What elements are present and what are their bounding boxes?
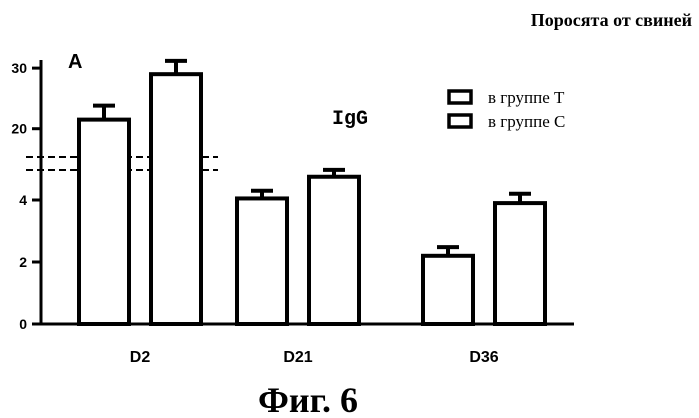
legend-label: в группе Т — [488, 88, 565, 107]
legend-label: в группе С — [488, 112, 565, 131]
chart-bars — [79, 61, 545, 324]
figure-caption: Фиг. 6 — [258, 380, 358, 418]
y-tick-label: 2 — [19, 254, 27, 270]
y-tick-label: 4 — [19, 192, 27, 208]
bar-group-t-d21 — [237, 198, 287, 324]
panel-label: A — [68, 51, 82, 73]
x-tick-labels: D2 D21 D36 — [130, 349, 499, 366]
bar-group-c-d21 — [309, 177, 359, 324]
bar-group-c-d2 — [151, 74, 201, 324]
legend-swatch — [449, 115, 471, 127]
y-tick-label: 20 — [11, 121, 27, 137]
y-tick-label: 0 — [19, 316, 27, 332]
bar-group-c-d36 — [495, 203, 545, 324]
chart-legend: в группе Т в группе С — [449, 88, 565, 131]
chart-annotation: IgG — [332, 108, 368, 131]
legend-swatch — [449, 91, 471, 103]
bar-group-t-d36 — [423, 256, 473, 324]
bar-group-t-d2 — [79, 120, 129, 324]
chart-header: Поросята от свиней — [531, 10, 692, 30]
y-tick-label: 30 — [11, 60, 27, 76]
x-tick-label: D36 — [469, 349, 498, 366]
x-tick-label: D21 — [283, 349, 312, 366]
x-tick-label: D2 — [130, 349, 151, 366]
